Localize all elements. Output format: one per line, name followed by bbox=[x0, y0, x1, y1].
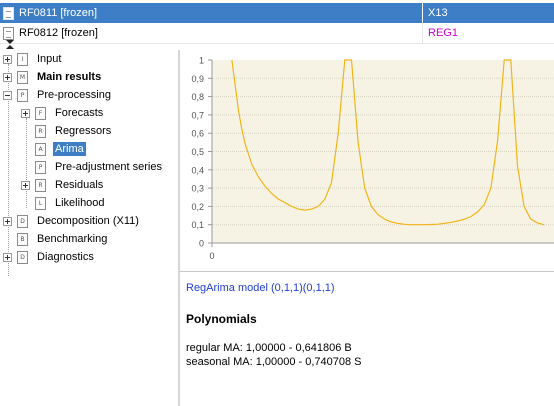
y-tick-label: 0,5 bbox=[191, 147, 204, 157]
spectrum-chart: 1 0,9 0,8 0,7 0,6 0,5 0,4 0,3 0,2 0,1 0 0 bbox=[180, 50, 554, 271]
list-item-name-cell: RF0812 [frozen] bbox=[0, 23, 422, 43]
tree-node-label: Decomposition (X11) bbox=[37, 215, 139, 227]
tree-node-label: Regressors bbox=[55, 125, 112, 137]
regular-ma-line: regular MA: 1,00000 - 0,641806 B bbox=[186, 342, 352, 354]
tree-node-main-results[interactable]: M Main results bbox=[3, 68, 103, 86]
expand-icon[interactable] bbox=[3, 72, 12, 82]
node-icon: B bbox=[17, 232, 28, 246]
y-tick-label: 0,4 bbox=[191, 165, 204, 175]
node-icon: L bbox=[35, 196, 46, 210]
list-item[interactable]: RF0811 [frozen] X13 bbox=[0, 3, 554, 23]
tree-node-label: Residuals bbox=[55, 179, 104, 191]
tree-node-diagnostics[interactable]: D Diagnostics bbox=[3, 248, 96, 266]
tree-node-label: Diagnostics bbox=[37, 251, 94, 263]
node-icon: R bbox=[35, 178, 46, 192]
y-tick-label: 1 bbox=[199, 56, 204, 66]
list-item[interactable]: RF0812 [frozen] REG1 bbox=[0, 23, 554, 44]
seasonal-ma-line: seasonal MA: 1,00000 - 0,740708 S bbox=[186, 356, 362, 368]
splitter-arrow-icon[interactable] bbox=[6, 40, 14, 44]
node-icon: F bbox=[35, 106, 46, 120]
list-item-method-cell: REG1 bbox=[422, 23, 554, 43]
tree-node-label: Likelihood bbox=[55, 197, 105, 209]
tree-node-forecasts[interactable]: F Forecasts bbox=[21, 104, 105, 122]
chart-svg: 1 0,9 0,8 0,7 0,6 0,5 0,4 0,3 0,2 0,1 00 bbox=[191, 56, 554, 261]
tree-node-regressors[interactable]: R Regressors bbox=[21, 122, 113, 140]
tree-node-label: Forecasts bbox=[55, 107, 104, 119]
vertical-splitter[interactable] bbox=[178, 50, 180, 406]
tree-node-decomposition[interactable]: D Decomposition (X11) bbox=[3, 212, 141, 230]
node-icon: P bbox=[17, 88, 28, 102]
tree-node-benchmarking[interactable]: B Benchmarking bbox=[3, 230, 109, 248]
expand-icon[interactable] bbox=[21, 180, 30, 190]
y-tick-label: 0,1 bbox=[191, 220, 204, 230]
document-icon bbox=[3, 26, 14, 40]
y-tick-label: 0,9 bbox=[191, 74, 204, 84]
y-tick-label: 0,3 bbox=[191, 184, 204, 194]
tree-node-arima[interactable]: A Arima bbox=[21, 140, 86, 158]
list-item-name: RF0812 [frozen] bbox=[19, 27, 98, 39]
model-title: RegArima model (0,1,1)(0,1,1) bbox=[186, 282, 335, 294]
processing-list: RF0811 [frozen] X13 RF0812 [frozen] REG1 bbox=[0, 0, 554, 44]
series-line bbox=[231, 59, 545, 226]
expand-icon[interactable] bbox=[3, 252, 12, 262]
node-icon: P bbox=[35, 160, 46, 174]
list-item-name: RF0811 [frozen] bbox=[19, 7, 98, 19]
list-item-method: REG1 bbox=[428, 27, 458, 39]
node-icon: D bbox=[17, 250, 28, 264]
results-tree: I Input M Main results P Pre-processing … bbox=[0, 50, 178, 406]
tree-line bbox=[26, 118, 27, 208]
node-icon: I bbox=[17, 52, 28, 66]
node-icon: A bbox=[35, 142, 46, 156]
horizontal-splitter[interactable] bbox=[180, 271, 554, 272]
tree-node-label: Pre-processing bbox=[37, 89, 111, 101]
y-tick-label: 0,7 bbox=[191, 110, 204, 120]
tree-node-label: Benchmarking bbox=[37, 233, 108, 245]
list-item-method-cell: X13 bbox=[422, 3, 554, 23]
tree-node-label: Arima bbox=[53, 142, 86, 156]
node-icon: R bbox=[35, 124, 46, 138]
tree-line bbox=[8, 64, 9, 276]
tree-node-residuals[interactable]: R Residuals bbox=[21, 176, 105, 194]
node-icon: D bbox=[17, 214, 28, 228]
expand-icon[interactable] bbox=[21, 108, 30, 118]
expand-icon[interactable] bbox=[3, 216, 12, 226]
y-tick-label: 0,6 bbox=[191, 129, 204, 139]
y-tick-label: 0,8 bbox=[191, 92, 204, 102]
expand-icon[interactable] bbox=[3, 54, 12, 64]
collapse-icon[interactable] bbox=[3, 90, 12, 100]
node-icon: M bbox=[17, 70, 28, 84]
list-item-method: X13 bbox=[428, 7, 448, 19]
document-icon bbox=[3, 6, 14, 20]
tree-node-likelihood[interactable]: L Likelihood bbox=[21, 194, 107, 212]
y-tick-label: 0 bbox=[199, 239, 204, 249]
tree-node-label: Pre-adjustment series bbox=[55, 161, 162, 173]
y-tick-label: 0,2 bbox=[191, 202, 204, 212]
list-item-name-cell: RF0811 [frozen] bbox=[0, 3, 422, 23]
section-heading: Polynomials bbox=[186, 312, 257, 326]
tree-node-pre-adjustment-series[interactable]: P Pre-adjustment series bbox=[21, 158, 164, 176]
tree-node-input[interactable]: I Input bbox=[3, 50, 63, 68]
tree-node-label: Input bbox=[37, 53, 62, 65]
x-tick-label: 0 bbox=[209, 251, 214, 261]
tree-node-pre-processing[interactable]: P Pre-processing bbox=[3, 86, 113, 104]
splitter-arrow-icon[interactable] bbox=[6, 45, 14, 49]
tree-node-label: Main results bbox=[37, 71, 102, 83]
